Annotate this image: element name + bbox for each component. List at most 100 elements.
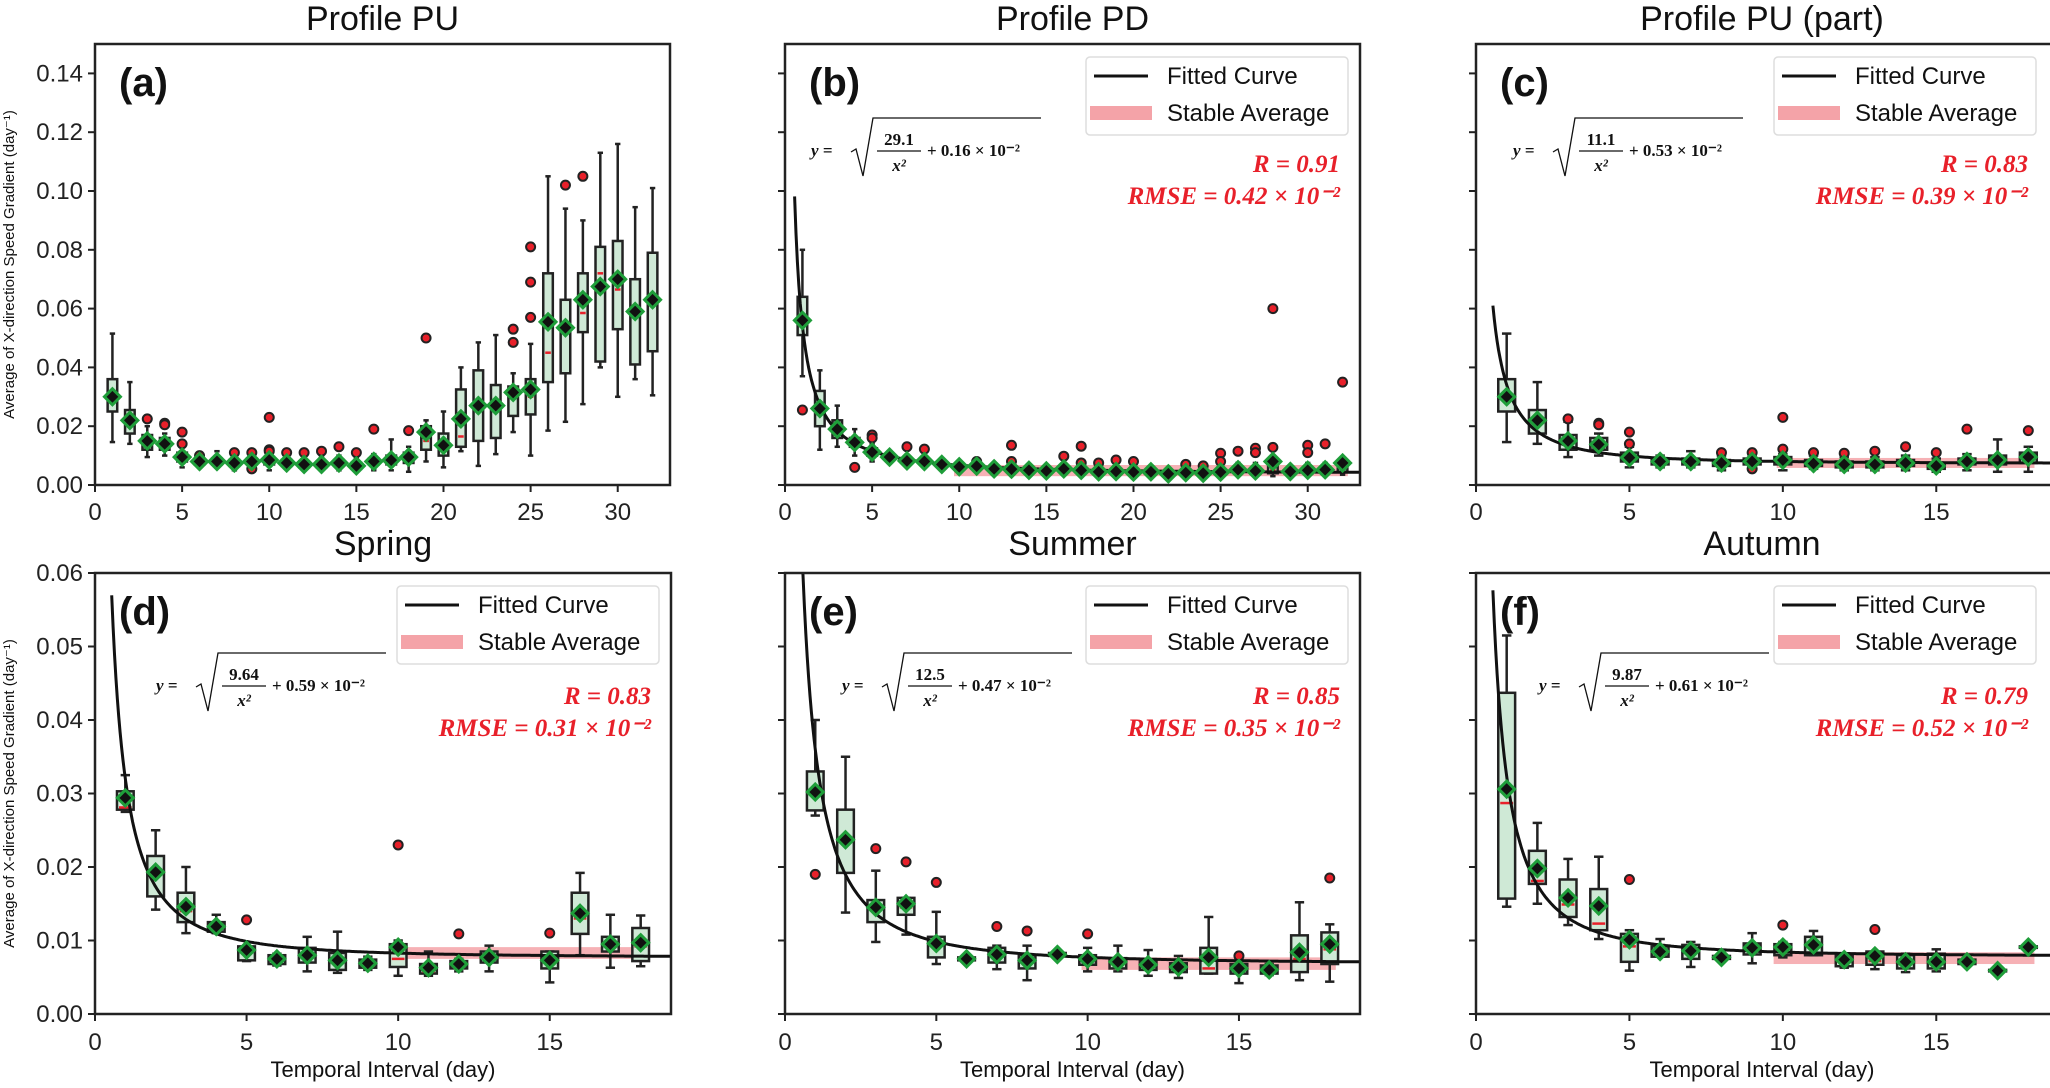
y-tick-label: 0.01 (36, 928, 83, 955)
mean-marker (145, 862, 166, 883)
r-value: R = 0.83 (1940, 151, 2028, 178)
rmse-value: RMSE = 0.39 × 10⁻² (1815, 183, 2029, 210)
mean-marker (827, 419, 848, 440)
mean-marker (1926, 951, 1947, 972)
mean-marker (503, 382, 524, 403)
equation-numerator: 9.87 (1612, 665, 1642, 684)
outlier-point (1267, 303, 1279, 315)
box-27 (559, 207, 572, 424)
mean-marker (1138, 954, 1159, 975)
plot-area (110, 595, 671, 984)
x-axis-label: Temporal Interval (day) (1650, 1057, 1875, 1082)
outlier-point (525, 241, 537, 253)
mean-marker (224, 452, 245, 474)
mean-marker (448, 953, 469, 975)
mean-marker (572, 289, 594, 310)
mean-marker (1834, 949, 1855, 970)
x-tick-label: 15 (1226, 1029, 1253, 1056)
outlier-point (866, 432, 878, 444)
mean-marker (809, 398, 830, 419)
equation-numerator: 11.1 (1587, 130, 1616, 149)
axes-frame (783, 42, 1362, 487)
mean-marker (297, 945, 318, 966)
mean-marker (327, 950, 348, 971)
mean-marker (1742, 451, 1763, 472)
outlier-point (453, 928, 465, 940)
fit-equation: y = 9.64 x² + 0.59 × 10⁻² (154, 652, 386, 712)
radical-sign (1552, 117, 1743, 177)
mean-marker (363, 451, 384, 472)
equation-tail: + 0.53 × 10⁻² (1629, 141, 1722, 160)
mean-marker (102, 386, 123, 407)
panel-title: Spring (334, 525, 432, 563)
outlier-point (1337, 376, 1349, 388)
mean-marker (293, 454, 315, 475)
mean-marker (642, 289, 663, 310)
radical-sign (850, 117, 1041, 177)
r-value: R = 0.79 (1940, 683, 2029, 710)
mean-marker (1036, 460, 1057, 482)
outlier-point (900, 856, 912, 868)
outlier-point (1302, 447, 1314, 459)
box-24 (507, 372, 520, 434)
outlier-point (870, 843, 882, 855)
x-tick-label: 0 (1469, 1029, 1482, 1056)
mean-marker (1105, 461, 1127, 482)
box-26 (541, 175, 555, 432)
equation-numerator: 29.1 (884, 130, 914, 149)
mean-marker (1227, 459, 1249, 480)
box-17 (1289, 901, 1310, 982)
mean-marker (241, 451, 262, 472)
mean-marker (1175, 462, 1196, 483)
outlier-point (333, 441, 345, 453)
mean-marker (1018, 460, 1040, 481)
mean-marker (600, 934, 621, 955)
mean-marker (1168, 956, 1189, 978)
mean-marker (537, 311, 559, 332)
outlier-point (141, 413, 153, 425)
x-tick-label: 10 (1074, 1029, 1101, 1056)
panel-title: Profile PD (996, 0, 1149, 38)
mean-marker (1047, 944, 1068, 965)
rmse-value: RMSE = 0.52 × 10⁻² (1815, 715, 2029, 742)
mean-marker (1001, 459, 1022, 480)
panel-label: (e) (809, 590, 858, 634)
mean-marker (1332, 452, 1353, 474)
equation-lhs: y = (1537, 676, 1560, 695)
mean-marker (630, 932, 651, 953)
mean-marker (625, 301, 646, 322)
legend-band-swatch (1778, 106, 1840, 120)
mean-marker (956, 948, 977, 969)
outlier-point (1869, 923, 1881, 935)
outlier-point (1006, 439, 1018, 451)
y-axis-label: Average of X-direction Speed Gradient (d… (1, 110, 18, 419)
mean-marker (865, 897, 886, 918)
legend: Fitted Curve Stable Average (1085, 56, 1349, 136)
fitted-curve (110, 595, 671, 958)
legend-label-fitted-curve: Fitted Curve (1855, 63, 1986, 90)
mean-marker (1158, 463, 1179, 484)
fit-equation: y = 11.1 x² + 0.53 × 10⁻² (1511, 117, 1743, 177)
mean-marker (1077, 948, 1098, 969)
outlier-point (991, 921, 1003, 933)
x-tick-label: 15 (1033, 499, 1060, 526)
box-4 (1589, 855, 1609, 941)
x-tick-label: 10 (1769, 1029, 1796, 1056)
mean-marker (276, 452, 297, 474)
mean-marker (1496, 778, 1517, 800)
mean-marker (1228, 958, 1250, 979)
y-axis-label: Average of X-direction Speed Gradient (d… (1, 639, 18, 948)
panel-title: Summer (1008, 525, 1136, 563)
x-axis-label: Temporal Interval (day) (271, 1057, 496, 1082)
x-tick-label: 0 (778, 1029, 791, 1056)
outlier-point (849, 461, 861, 473)
box-29 (594, 151, 607, 369)
panel-label: (f) (1500, 590, 1540, 634)
y-tick-label: 0.00 (36, 472, 83, 499)
mean-marker (1956, 951, 1978, 972)
mean-marker (914, 451, 935, 472)
outlier-point (577, 170, 589, 182)
equation-lhs: y = (840, 676, 863, 695)
mean-marker (607, 269, 628, 290)
x-tick-label: 5 (930, 1029, 943, 1056)
